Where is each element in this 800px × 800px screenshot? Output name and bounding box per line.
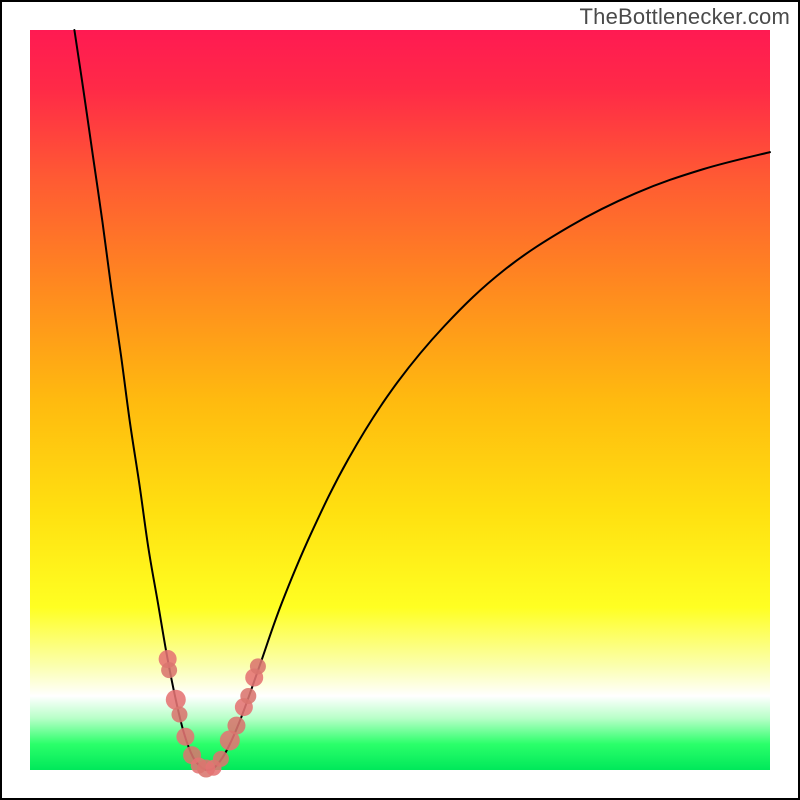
data-marker bbox=[161, 662, 177, 678]
watermark-text: TheBottlenecker.com bbox=[580, 4, 790, 30]
data-marker bbox=[227, 717, 245, 735]
bottleneck-curve-right bbox=[208, 152, 770, 770]
data-marker bbox=[250, 658, 266, 674]
bottleneck-curve-left bbox=[74, 30, 207, 770]
curve-layer bbox=[30, 30, 770, 770]
data-marker bbox=[240, 688, 256, 704]
data-marker bbox=[166, 690, 186, 710]
chart-root: TheBottlenecker.com bbox=[0, 0, 800, 800]
data-marker bbox=[176, 728, 194, 746]
data-marker bbox=[171, 707, 187, 723]
plot-area bbox=[30, 30, 770, 770]
data-marker bbox=[213, 751, 229, 767]
